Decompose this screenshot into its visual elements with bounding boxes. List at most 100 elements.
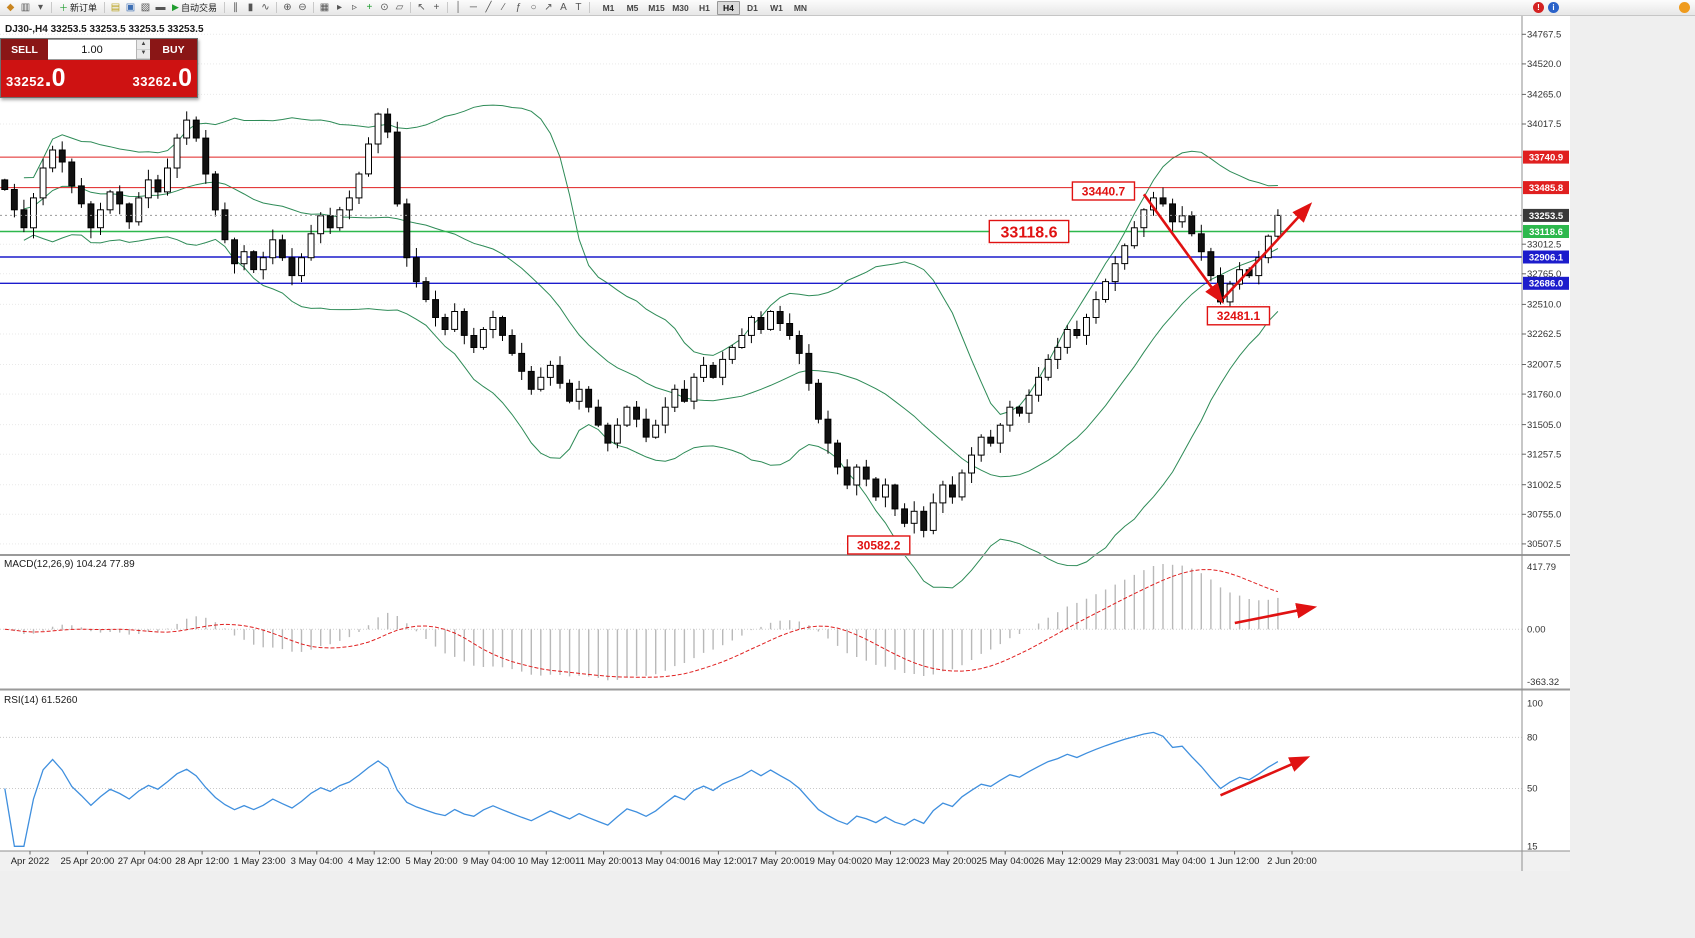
auto-scroll-icon[interactable]: ▸ <box>336 1 342 13</box>
sell-price[interactable]: 33252 .0 <box>6 66 66 91</box>
bar-chart-icon[interactable]: ∥ <box>232 1 238 13</box>
candlestick-chart-icon[interactable]: ▮ <box>247 1 254 13</box>
svg-text:0.00: 0.00 <box>1527 624 1546 635</box>
trend-arrows[interactable] <box>1142 193 1318 797</box>
toolbar-separator <box>588 2 590 13</box>
svg-text:32510.0: 32510.0 <box>1527 300 1561 311</box>
cursor-icon[interactable]: ↖ <box>417 1 426 13</box>
volume-spinner: ▲ ▼ <box>136 40 150 59</box>
timeframe-w1-button[interactable]: W1 <box>770 2 783 13</box>
svg-text:20 May 12:00: 20 May 12:00 <box>862 856 920 867</box>
channel-icon[interactable]: ∕ <box>502 1 505 13</box>
svg-text:32481.1: 32481.1 <box>1217 309 1261 323</box>
time-axis-background[interactable] <box>0 851 1570 871</box>
svg-text:27 Apr 04:00: 27 Apr 04:00 <box>118 856 172 867</box>
horizontal-line-icon[interactable]: ─ <box>469 1 478 13</box>
svg-text:34265.0: 34265.0 <box>1527 90 1561 101</box>
sell-button[interactable]: SELL <box>1 39 48 60</box>
svg-text:9 May 04:00: 9 May 04:00 <box>463 856 515 867</box>
svg-text:30507.5: 30507.5 <box>1527 539 1561 550</box>
timeframe-m5-button[interactable]: M5 <box>626 2 639 13</box>
svg-text:25 Apr 20:00: 25 Apr 20:00 <box>60 856 114 867</box>
text-label-icon[interactable]: T <box>575 1 582 13</box>
timeframe-m1-button[interactable]: M1 <box>602 2 615 13</box>
buy-button[interactable]: BUY <box>150 39 197 60</box>
sell-price-int: 33252 <box>6 74 45 89</box>
vertical-line-icon[interactable]: │ <box>455 1 462 13</box>
toolbar-separator <box>104 2 106 13</box>
account-icon[interactable] <box>1679 2 1690 13</box>
timeframe-mn-button[interactable]: MN <box>793 2 808 13</box>
buy-price-int: 33262 <box>132 74 172 89</box>
svg-text:33012.5: 33012.5 <box>1527 239 1561 250</box>
time-axis[interactable]: Apr 2022 25 Apr 20:00 27 Apr 04:00 28 Apr 1… <box>11 851 1317 867</box>
svg-text:34767.5: 34767.5 <box>1527 30 1561 41</box>
arrows-icon[interactable]: ↗ <box>544 1 553 13</box>
buy-price[interactable]: 33262 .0 <box>132 66 192 91</box>
price-annotation[interactable]: 33440.7 <box>1071 181 1136 201</box>
new-chart-icon[interactable]: ▥ <box>20 1 31 13</box>
time-periods-icon[interactable]: ⊙ <box>380 1 389 13</box>
profiles-dropdown-icon[interactable]: ▾ <box>37 1 44 13</box>
svg-text:31 May 04:00: 31 May 04:00 <box>1149 856 1207 867</box>
new-order-button[interactable]: ＋新订单 <box>55 1 101 14</box>
svg-text:100: 100 <box>1527 698 1543 709</box>
price-axis-tags: 33740.9 33485.8 33118.6 32906.1 32686.0 33253… <box>1523 150 1569 290</box>
timeframe-d1-button[interactable]: D1 <box>747 2 758 13</box>
svg-text:26 May 12:00: 26 May 12:00 <box>1034 856 1092 867</box>
templates-icon[interactable]: ▱ <box>395 1 404 13</box>
line-chart-icon[interactable]: ∿ <box>261 1 270 13</box>
price-annotation[interactable]: 32481.1 <box>1206 306 1271 326</box>
zoom-in-icon[interactable]: ⊕ <box>283 1 292 13</box>
chart-symbol-period: DJ30-,H4 <box>5 24 48 35</box>
chart-shift-icon[interactable]: ▹ <box>351 1 357 13</box>
indicators-icon[interactable]: + <box>366 1 373 13</box>
terminal-icon[interactable]: ▬ <box>155 1 166 13</box>
volume-input[interactable]: 1.00 <box>81 43 103 56</box>
crosshair-icon[interactable]: + <box>433 1 440 13</box>
timeframe-m15-button[interactable]: M15 <box>648 2 665 13</box>
volume-up-icon[interactable]: ▲ <box>137 40 150 50</box>
macd-signal-line <box>4 569 1279 678</box>
svg-text:32007.5: 32007.5 <box>1527 360 1561 371</box>
shapes-icon[interactable]: ○ <box>530 1 537 13</box>
svg-text:31002.5: 31002.5 <box>1527 480 1561 491</box>
toolbar-separator <box>446 2 448 13</box>
svg-text:29 May 23:00: 29 May 23:00 <box>1091 856 1149 867</box>
tile-windows-icon[interactable]: ▦ <box>319 1 330 13</box>
app-icon[interactable]: ◆ <box>6 1 15 13</box>
volume-down-icon[interactable]: ▼ <box>137 49 150 59</box>
timeframe-h1-button[interactable]: H1 <box>699 2 710 13</box>
price-annotation[interactable]: 30582.2 <box>847 535 911 555</box>
data-window-icon[interactable]: ▣ <box>125 1 136 13</box>
toolbar-separator <box>51 2 52 13</box>
svg-text:1 Jun 12:00: 1 Jun 12:00 <box>1210 856 1260 867</box>
price-annotation[interactable]: 33118.6 <box>988 219 1070 244</box>
alerts-icon[interactable]: ! <box>1533 2 1544 13</box>
svg-text:33118.6: 33118.6 <box>1529 227 1563 238</box>
timeframe-h4-button[interactable]: H4 <box>716 0 740 15</box>
fibonacci-icon[interactable]: ƒ <box>515 1 522 13</box>
svg-text:31505.0: 31505.0 <box>1527 420 1561 431</box>
toolbar-separator <box>223 2 225 13</box>
zoom-out-icon[interactable]: ⊖ <box>298 1 307 13</box>
trendline-icon[interactable]: ╱ <box>485 1 492 13</box>
navigator-icon[interactable]: ▧ <box>140 1 151 13</box>
auto-trading-button[interactable]: ▶ 自动交易 <box>168 1 221 14</box>
community-icon[interactable]: i <box>1548 2 1559 13</box>
auto-trading-button-label: 自动交易 <box>180 3 217 13</box>
svg-text:13 May 04:00: 13 May 04:00 <box>632 856 690 867</box>
timeframe-m30-button[interactable]: M30 <box>672 2 689 13</box>
auto-trading-button-glyph: ▶ <box>172 2 179 12</box>
chart-title: DJ30-,H4 33253.5 33253.5 33253.5 33253.5 <box>5 24 204 35</box>
svg-text:3 May 04:00: 3 May 04:00 <box>291 856 343 867</box>
price-axis[interactable]: 34767.5 34520.0 34265.0 34017.5 33012.5 32765… <box>1522 30 1561 853</box>
chart-ohlc-values: 33253.5 33253.5 33253.5 33253.5 <box>50 24 204 35</box>
text-icon[interactable]: A <box>560 1 567 13</box>
svg-text:15: 15 <box>1527 841 1538 852</box>
svg-text:30755.0: 30755.0 <box>1527 510 1561 521</box>
market-watch-icon[interactable]: ▤ <box>110 1 121 13</box>
one-click-trading-widget: SELL 1.00 ▲ ▼ BUY 33252 .0 33262 .0 <box>0 38 198 98</box>
